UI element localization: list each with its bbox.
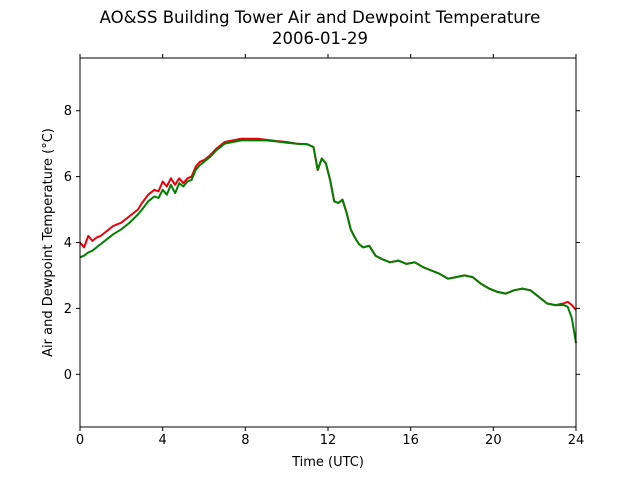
chart-subtitle: 2006-01-29 <box>272 29 368 48</box>
x-tick-label: 0 <box>76 433 84 448</box>
series-line-1 <box>79 137 577 311</box>
y-tick-label: 2 <box>64 302 72 317</box>
x-tick-label: 12 <box>320 433 337 448</box>
y-axis-label: Air and Dewpoint Temperature (°C) <box>41 128 56 357</box>
chart-title: AO&SS Building Tower Air and Dewpoint Te… <box>99 8 541 27</box>
y-tick-label: 6 <box>64 170 72 185</box>
x-tick-label: 16 <box>402 433 419 448</box>
series-line-2 <box>79 139 577 344</box>
x-tick-label: 4 <box>159 433 167 448</box>
y-tick-label: 0 <box>64 368 72 383</box>
x-tick-label: 8 <box>241 433 249 448</box>
series-layer <box>79 137 577 344</box>
x-axis-label: Time (UTC) <box>291 455 364 470</box>
plot-frame <box>79 57 577 428</box>
y-tick-label: 8 <box>64 104 72 119</box>
x-tick-label: 24 <box>568 433 585 448</box>
y-tick-label: 4 <box>64 236 72 251</box>
x-tick-label: 20 <box>485 433 502 448</box>
